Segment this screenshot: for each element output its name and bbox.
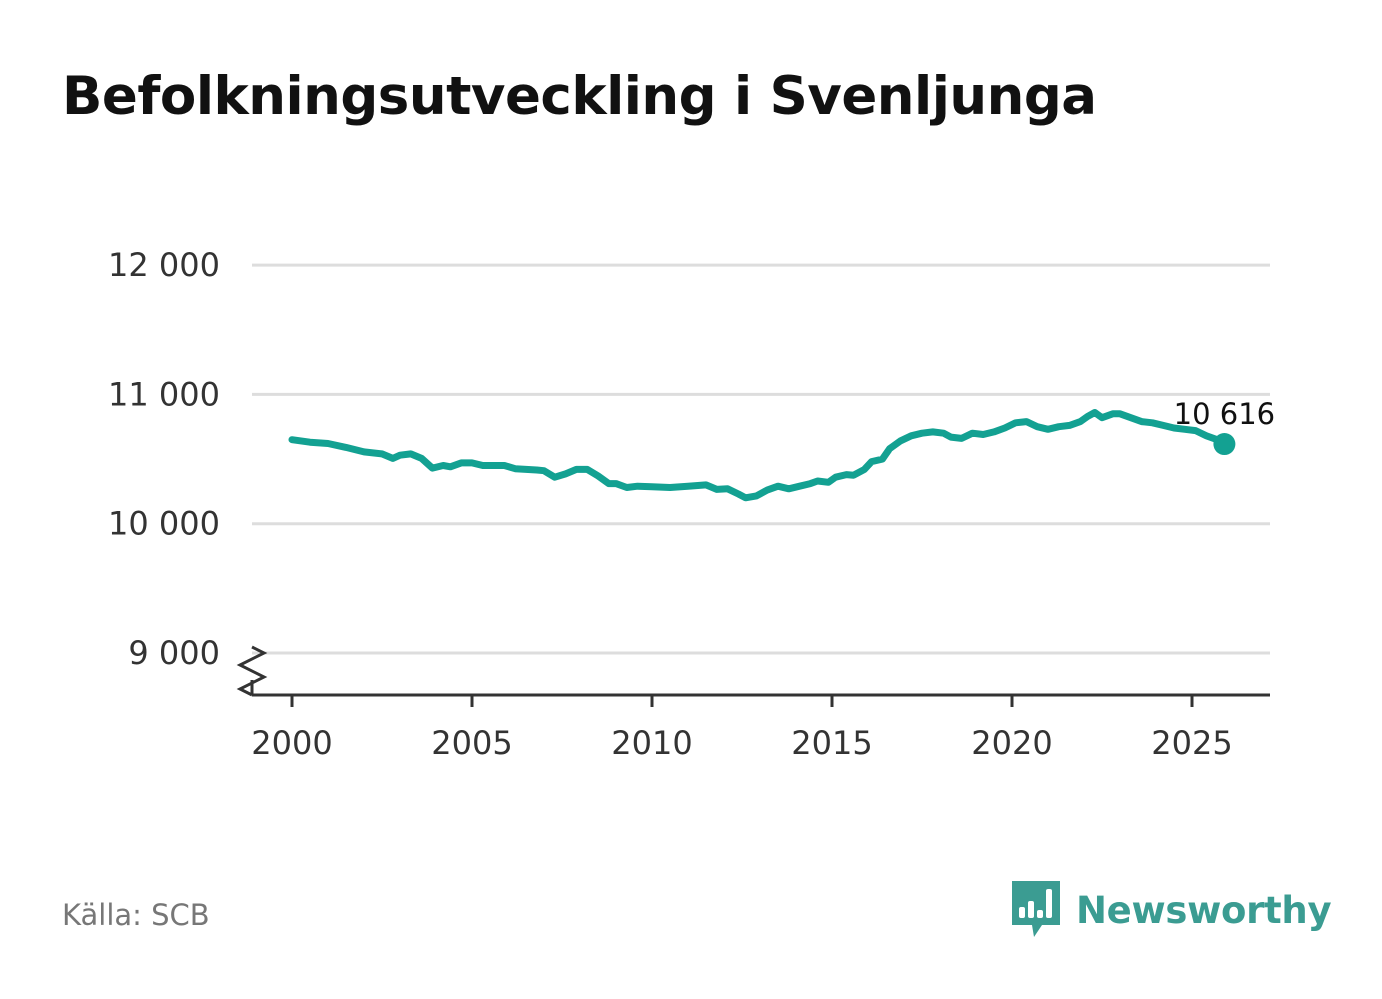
source-note: Källa: SCB xyxy=(62,898,210,932)
axes xyxy=(236,645,1270,697)
x-tick-label-2020: 2020 xyxy=(971,724,1052,762)
y-tick-label-9000: 9 000 xyxy=(128,634,220,672)
x-tick-label-2000: 2000 xyxy=(251,724,332,762)
end-value-label: 10 616 xyxy=(1174,397,1275,431)
x-tick-label-2025: 2025 xyxy=(1151,724,1232,762)
y-tick-label-10000: 10 000 xyxy=(108,505,220,543)
annotation-layer: 10 616 xyxy=(1174,397,1275,431)
x-tick-label-2005: 2005 xyxy=(431,724,512,762)
bar-chart-speech-bubble-icon xyxy=(1012,881,1060,937)
brand-name: Newsworthy xyxy=(1076,888,1332,932)
y-axis-break-zigzag xyxy=(236,645,268,697)
x-tick-label-2010: 2010 xyxy=(611,724,692,762)
y-tick-label-12000: 12 000 xyxy=(108,246,220,284)
series-layer xyxy=(288,409,1236,502)
gridlines xyxy=(252,263,1270,655)
x-tick-label-2015: 2015 xyxy=(791,724,872,762)
x-axis-tick-labels: 2000 2005 2010 2015 2020 2025 xyxy=(251,695,1233,762)
end-point-marker xyxy=(1213,433,1236,456)
population-line xyxy=(288,409,1228,502)
chart-title: Befolkningsutveckling i Svenljunga xyxy=(62,66,1097,127)
newsworthy-logo[interactable]: Newsworthy xyxy=(1010,878,1332,942)
y-axis-tick-labels: 9 000 10 000 11 000 12 000 xyxy=(108,246,220,672)
y-tick-label-11000: 11 000 xyxy=(108,375,220,413)
